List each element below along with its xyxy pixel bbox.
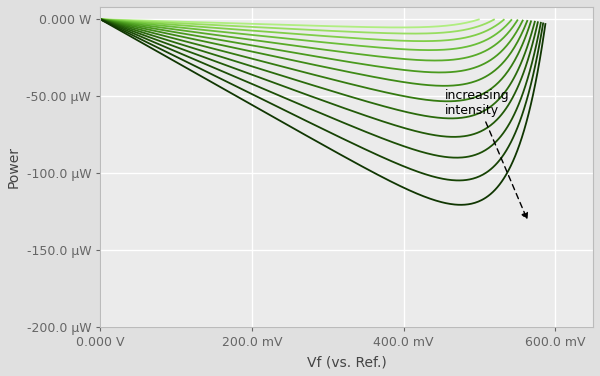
Text: increasing
intensity: increasing intensity <box>445 89 527 219</box>
Y-axis label: Power: Power <box>7 146 21 188</box>
X-axis label: Vf (vs. Ref.): Vf (vs. Ref.) <box>307 355 386 369</box>
